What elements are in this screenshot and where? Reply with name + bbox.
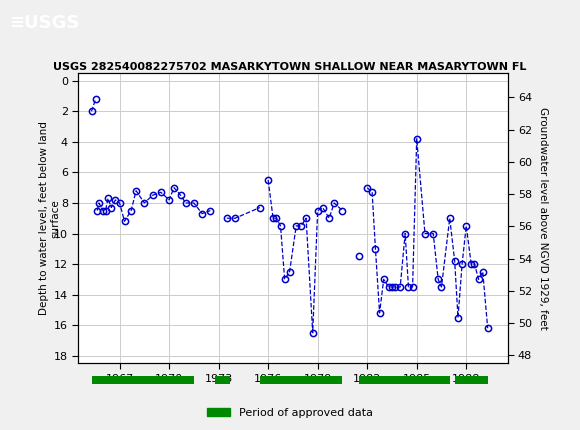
Y-axis label: Groundwater level above NGVD 1929, feet: Groundwater level above NGVD 1929, feet — [538, 107, 548, 330]
Bar — [92, 376, 194, 384]
Text: USGS 282540082275702 MASARKYTOWN SHALLOW NEAR MASARYTOWN FL: USGS 282540082275702 MASARKYTOWN SHALLOW… — [53, 62, 527, 72]
Bar — [455, 376, 488, 384]
Legend: Period of approved data: Period of approved data — [203, 403, 377, 422]
Bar — [260, 376, 342, 384]
Bar — [215, 376, 230, 384]
Bar — [359, 376, 450, 384]
Y-axis label: Depth to water level, feet below land
surface: Depth to water level, feet below land su… — [39, 121, 60, 315]
Text: ≡USGS: ≡USGS — [9, 14, 79, 31]
